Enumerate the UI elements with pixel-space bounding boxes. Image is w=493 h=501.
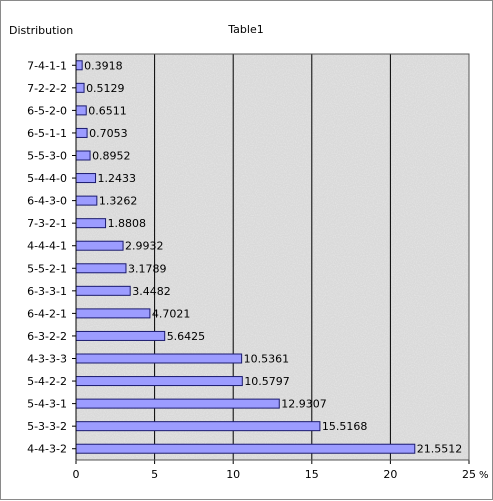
data-label: 0.8952 — [92, 150, 131, 163]
data-label: 1.2433 — [98, 172, 137, 185]
x-axis-unit: % — [479, 470, 489, 481]
category-label: 7-4-1-1 — [27, 59, 67, 72]
data-label: 4.7021 — [152, 307, 191, 320]
category-label: 4-4-3-2 — [27, 443, 67, 456]
plot-texture — [76, 54, 469, 460]
bar — [75, 353, 243, 364]
data-label: 5.6425 — [167, 330, 206, 343]
category-label: 6-5-2-0 — [27, 104, 67, 117]
bar — [75, 421, 321, 432]
y-axis-label: Distribution — [9, 24, 73, 37]
category-label: 6-3-3-1 — [27, 285, 67, 298]
data-label: 21.5512 — [417, 443, 463, 456]
category-label: 4-4-4-1 — [27, 240, 67, 253]
bar — [75, 218, 107, 229]
x-tick-label: 20 — [383, 468, 397, 481]
data-label: 2.9932 — [125, 240, 164, 253]
bar — [75, 263, 127, 274]
chart-title: Table1 — [227, 23, 263, 36]
data-label: 0.7053 — [89, 127, 128, 140]
data-label: 1.8808 — [108, 217, 147, 230]
bar — [75, 240, 124, 251]
data-label: 3.4482 — [132, 285, 171, 298]
category-label: 6-4-2-1 — [27, 307, 67, 320]
x-tick-label: 0 — [73, 468, 80, 481]
bar — [75, 376, 243, 387]
bar — [75, 330, 166, 341]
data-label: 10.5361 — [244, 353, 290, 366]
category-label: 5-4-4-0 — [27, 172, 67, 185]
x-tick-label: 25 — [462, 468, 476, 481]
data-label: 0.5129 — [86, 82, 125, 95]
category-label: 5-4-2-2 — [27, 375, 67, 388]
bar — [75, 308, 151, 319]
category-label: 5-5-3-0 — [27, 150, 67, 163]
data-label: 15.5168 — [322, 420, 368, 433]
bar — [75, 398, 280, 409]
x-tick-label: 5 — [151, 468, 158, 481]
data-label: 0.6511 — [88, 104, 127, 117]
category-label: 7-2-2-2 — [27, 82, 67, 95]
data-label: 10.5797 — [244, 375, 289, 388]
bar — [75, 105, 87, 116]
category-label: 7-3-2-1 — [27, 217, 67, 230]
data-label: 12.9307 — [281, 398, 327, 411]
bar — [75, 127, 88, 138]
x-tick-label: 15 — [305, 468, 319, 481]
category-label: 5-3-3-2 — [27, 420, 67, 433]
category-label: 5-5-2-1 — [27, 262, 67, 275]
category-label: 6-5-1-1 — [27, 127, 67, 140]
bar — [75, 60, 83, 71]
bar — [75, 150, 91, 161]
bar — [75, 285, 131, 296]
data-label: 1.3262 — [99, 195, 138, 208]
bar — [75, 443, 416, 454]
category-label: 5-4-3-1 — [27, 398, 67, 411]
bar — [75, 82, 85, 93]
bar — [75, 195, 98, 206]
bar — [75, 173, 97, 184]
category-label: 6-3-2-2 — [27, 330, 67, 343]
data-label: 3.1789 — [128, 262, 167, 275]
category-label: 6-4-3-0 — [27, 195, 67, 208]
data-label: 0.3918 — [84, 59, 123, 72]
x-tick-label: 10 — [226, 468, 240, 481]
category-label: 4-3-3-3 — [27, 353, 67, 366]
